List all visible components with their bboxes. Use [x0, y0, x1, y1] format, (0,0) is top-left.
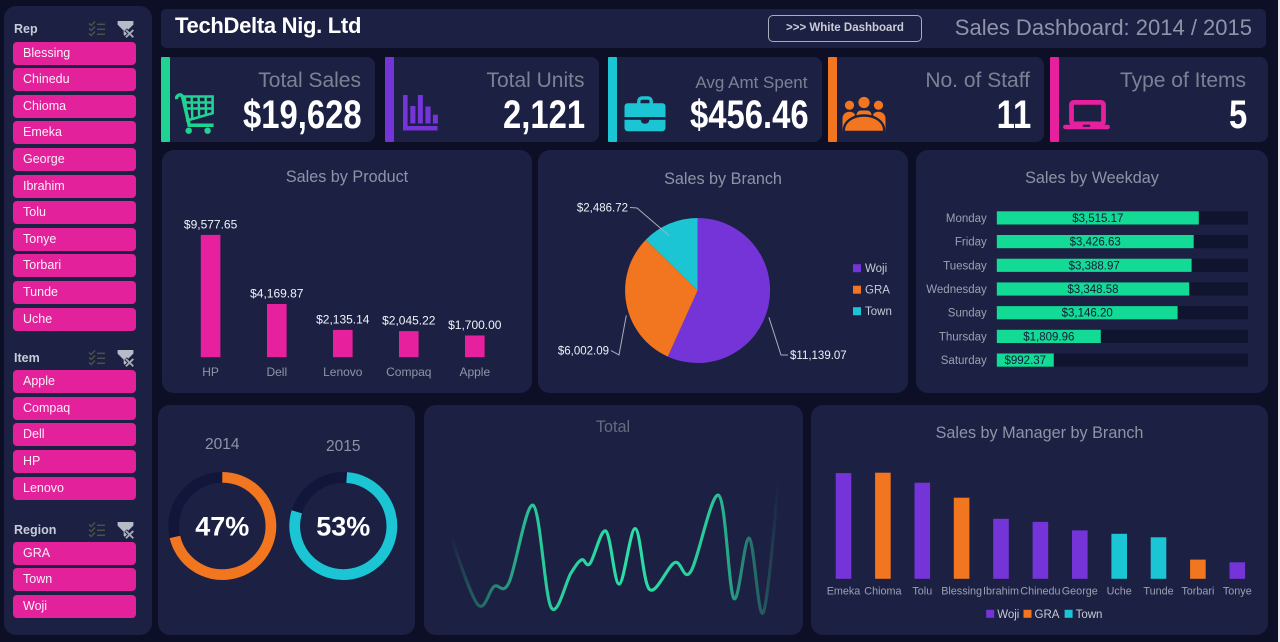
svg-text:$2,486.72: $2,486.72 — [577, 203, 628, 215]
svg-text:Woji: Woji — [865, 263, 887, 275]
svg-text:2015: 2015 — [326, 438, 360, 455]
svg-text:Sunday: Sunday — [948, 308, 987, 320]
svg-text:Uche: Uche — [1107, 585, 1132, 597]
svg-text:Lenovo: Lenovo — [323, 365, 363, 379]
svg-text:Monday: Monday — [946, 213, 987, 225]
svg-text:Tolu: Tolu — [912, 585, 932, 597]
svg-text:$2,045.22: $2,045.22 — [382, 314, 436, 328]
svg-text:Blessing: Blessing — [941, 585, 982, 597]
svg-text:Sales by Manager by Branch: Sales by Manager by Branch — [936, 424, 1144, 442]
svg-text:Town: Town — [1076, 609, 1103, 621]
svg-text:Tuesday: Tuesday — [943, 260, 987, 272]
svg-text:Dell: Dell — [266, 365, 287, 379]
svg-text:53%: 53% — [316, 512, 370, 542]
svg-text:Sales by Product: Sales by Product — [286, 168, 409, 186]
svg-text:$3,348.58: $3,348.58 — [1067, 284, 1118, 296]
svg-text:Woji: Woji — [997, 609, 1019, 621]
svg-text:Saturday: Saturday — [941, 355, 987, 367]
svg-text:George: George — [1062, 585, 1098, 597]
svg-text:Emeka: Emeka — [827, 585, 861, 597]
svg-text:$11,139.07: $11,139.07 — [790, 350, 847, 362]
svg-text:$4,169.87: $4,169.87 — [250, 287, 304, 301]
svg-text:Thursday: Thursday — [939, 331, 987, 343]
svg-text:Friday: Friday — [955, 237, 987, 249]
svg-text:Wednesday: Wednesday — [926, 284, 987, 296]
svg-text:Tunde: Tunde — [1143, 585, 1173, 597]
svg-text:GRA: GRA — [1035, 609, 1060, 621]
svg-text:$6,002.09: $6,002.09 — [558, 346, 609, 358]
svg-text:$3,515.17: $3,515.17 — [1072, 213, 1123, 225]
svg-text:$2,135.14: $2,135.14 — [316, 312, 370, 326]
svg-text:Apple: Apple — [459, 365, 490, 379]
svg-text:2014: 2014 — [205, 436, 240, 453]
svg-text:Chinedu: Chinedu — [1020, 585, 1060, 597]
svg-text:$3,146.20: $3,146.20 — [1062, 308, 1113, 320]
svg-text:Town: Town — [865, 306, 892, 318]
svg-text:$1,700.00: $1,700.00 — [448, 318, 502, 332]
svg-text:$992.37: $992.37 — [1005, 355, 1047, 367]
svg-text:$9,577.65: $9,577.65 — [184, 217, 238, 231]
svg-text:Chioma: Chioma — [864, 585, 901, 597]
svg-text:HP: HP — [202, 365, 219, 379]
svg-text:$3,426.63: $3,426.63 — [1070, 237, 1121, 249]
svg-text:47%: 47% — [195, 512, 249, 542]
svg-text:GRA: GRA — [865, 285, 890, 297]
svg-text:Compaq: Compaq — [386, 365, 431, 379]
svg-text:Torbari: Torbari — [1181, 585, 1214, 597]
svg-text:Ibrahim: Ibrahim — [983, 585, 1019, 597]
svg-text:Sales by Weekday: Sales by Weekday — [1025, 169, 1160, 187]
svg-text:$3,388.97: $3,388.97 — [1069, 260, 1120, 272]
svg-text:Sales by Branch: Sales by Branch — [664, 170, 782, 188]
svg-text:Total: Total — [596, 418, 630, 436]
svg-text:Tonye: Tonye — [1223, 585, 1252, 597]
svg-text:$1,809.96: $1,809.96 — [1023, 331, 1074, 343]
